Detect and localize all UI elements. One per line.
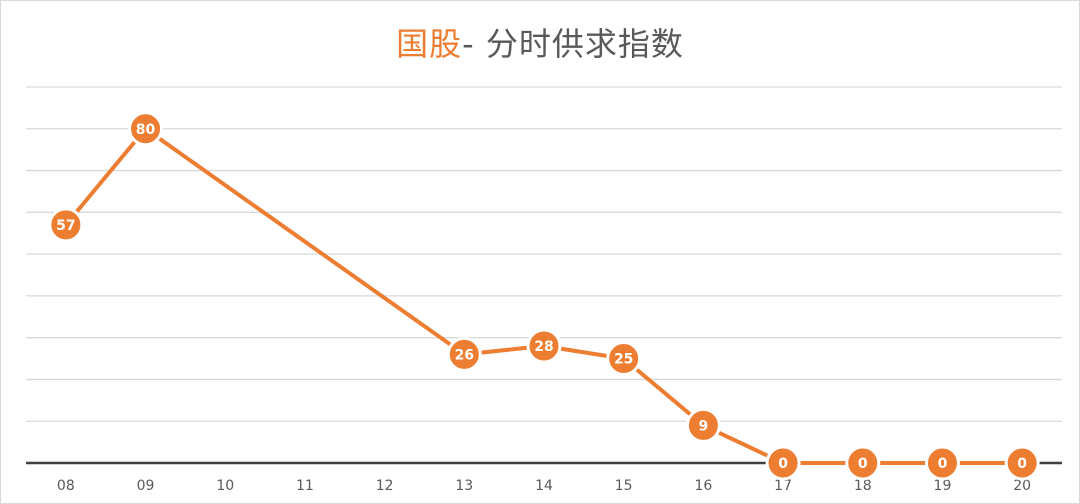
- x-tick-label: 12: [376, 478, 394, 494]
- x-tick-label: 10: [216, 478, 234, 494]
- chart-title-rest: - 分时供求指数: [462, 25, 684, 63]
- x-tick-label: 14: [535, 478, 553, 494]
- data-point: [765, 445, 801, 481]
- x-tick-label: 13: [455, 478, 473, 494]
- data-point: [1004, 445, 1040, 481]
- series-line: [63, 126, 1025, 465]
- x-tick-label: 20: [1013, 478, 1031, 494]
- data-label: 26: [455, 347, 474, 363]
- data-label: 0: [1017, 456, 1027, 472]
- x-tick-label: 08: [57, 478, 75, 494]
- data-label: 28: [534, 339, 553, 355]
- x-tick-label: 18: [854, 478, 872, 494]
- data-label: 9: [699, 418, 709, 434]
- data-point: [128, 111, 164, 147]
- data-point: [526, 328, 562, 364]
- x-tick-label: 15: [615, 478, 633, 494]
- data-label: 57: [56, 218, 75, 234]
- x-tick-label: 16: [694, 478, 712, 494]
- x-tick-label: 19: [934, 478, 952, 494]
- data-point: [685, 407, 721, 443]
- x-tick-label: 17: [774, 478, 792, 494]
- data-point: [48, 207, 84, 243]
- data-point: [606, 341, 642, 377]
- data-label: 80: [136, 122, 156, 138]
- data-label: 25: [614, 352, 633, 368]
- data-point: [446, 336, 482, 372]
- chart-title-accent: 国股: [396, 25, 463, 63]
- x-tick-label: 11: [296, 478, 314, 494]
- data-point: [924, 445, 960, 481]
- data-label: 0: [778, 456, 788, 472]
- data-label: 0: [858, 456, 868, 472]
- chart-title: 国股- 分时供求指数: [0, 22, 1080, 66]
- data-label: 0: [938, 456, 948, 472]
- x-tick-label: 09: [137, 478, 155, 494]
- data-point: [845, 445, 881, 481]
